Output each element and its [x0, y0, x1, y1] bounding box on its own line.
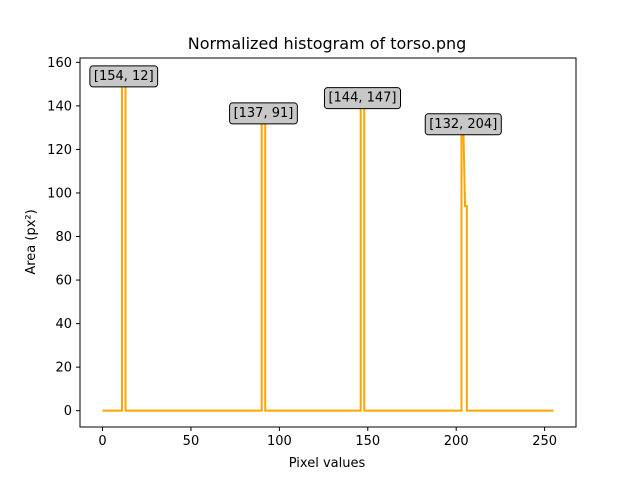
y-tick-label: 100	[47, 186, 72, 201]
annotation-3: [132, 204]	[424, 113, 502, 136]
x-tick-label: 100	[267, 434, 292, 449]
x-tick-label: 50	[183, 434, 200, 449]
x-tick-label: 250	[532, 434, 557, 449]
annotation-2: [144, 147]	[323, 87, 402, 110]
y-tick-label: 120	[47, 143, 72, 158]
y-tick-label: 40	[55, 317, 72, 332]
x-tick-label: 200	[444, 434, 469, 449]
chart-title: Normalized histogram of torso.png	[188, 34, 467, 53]
x-tick-label: 0	[98, 434, 106, 449]
annotation-label: [154, 12]	[94, 69, 154, 84]
annotation-label: [132, 204]	[429, 117, 497, 132]
annotation-box	[89, 65, 159, 88]
annotation-box	[229, 102, 298, 125]
annotation-0: [154, 12]	[89, 65, 159, 88]
y-tick-label: 20	[55, 361, 72, 376]
x-tick-label: 150	[355, 434, 380, 449]
y-tick-label: 140	[47, 99, 72, 114]
y-tick-label: 0	[64, 404, 72, 419]
y-tick-label: 160	[47, 56, 72, 71]
annotation-label: [137, 91]	[234, 106, 294, 121]
annotation-1: [137, 91]	[229, 102, 298, 125]
annotation-box	[323, 87, 402, 110]
y-axis-label: Area (px²)	[24, 209, 39, 274]
plot-area: 0 50 100 150 200 250 0 20 40 60 80 100 120 140 160 [154…	[47, 56, 577, 449]
annotation-box	[424, 113, 502, 136]
x-axis-label: Pixel values	[289, 456, 366, 471]
y-tick-label: 60	[55, 274, 72, 289]
y-tick-label: 80	[55, 230, 72, 245]
axes-frame	[79, 57, 577, 428]
annotation-label: [144, 147]	[328, 91, 396, 106]
